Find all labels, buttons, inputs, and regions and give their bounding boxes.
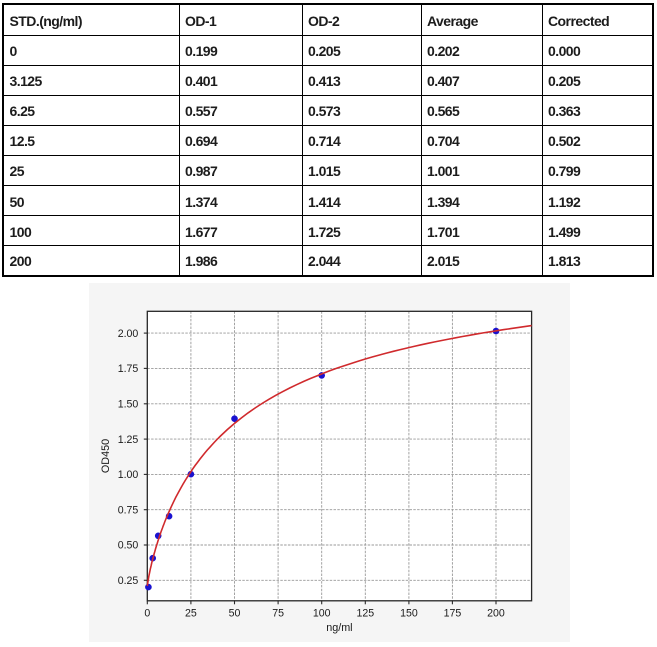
svg-text:25: 25 — [185, 607, 197, 619]
svg-text:1.50: 1.50 — [118, 398, 139, 410]
svg-text:0: 0 — [145, 607, 151, 619]
svg-text:0.75: 0.75 — [118, 504, 139, 516]
svg-text:200: 200 — [487, 607, 505, 619]
svg-text:50: 50 — [229, 607, 241, 619]
svg-text:0.50: 0.50 — [118, 539, 139, 551]
svg-text:ng/ml: ng/ml — [326, 621, 352, 633]
svg-text:75: 75 — [272, 607, 284, 619]
svg-text:OD450: OD450 — [100, 439, 112, 473]
svg-text:1.25: 1.25 — [118, 433, 139, 445]
svg-text:1.75: 1.75 — [118, 363, 139, 375]
svg-text:100: 100 — [313, 607, 331, 619]
svg-text:125: 125 — [357, 607, 375, 619]
svg-text:2.00: 2.00 — [118, 327, 139, 339]
svg-text:1.00: 1.00 — [118, 469, 139, 481]
svg-text:150: 150 — [400, 607, 418, 619]
svg-text:175: 175 — [444, 607, 462, 619]
svg-text:0.25: 0.25 — [118, 575, 139, 587]
